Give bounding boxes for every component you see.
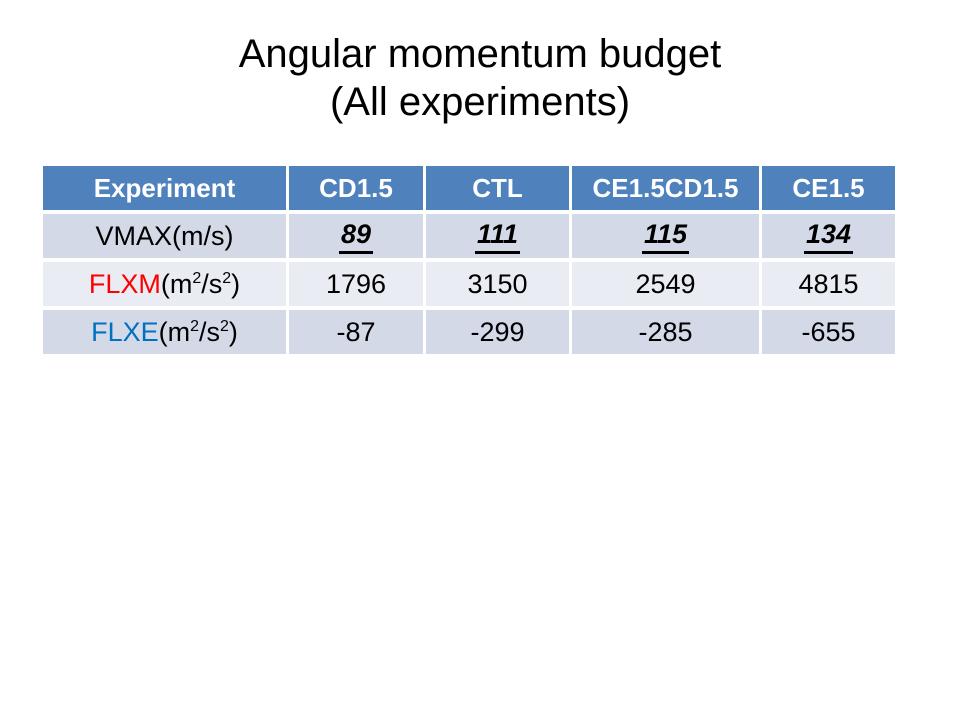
row-label-vmax-units: (m/s) (172, 220, 234, 251)
row-label-flxe-text: FLXE (91, 316, 159, 347)
slide-title: Angular momentum budget (All experiments… (0, 30, 960, 126)
row-label-flxm-units: (m2/s2) (160, 268, 241, 299)
row-label-flxm: FLXM (m2/s2) (43, 262, 286, 306)
cell-flxe-ctl: -299 (426, 310, 569, 354)
cell-flxm-cd15: 1796 (289, 262, 423, 306)
cell-flxe-ce15cd15: -285 (572, 310, 759, 354)
cell-flxm-ctl: 3150 (426, 262, 569, 306)
row-label-flxm-text: FLXM (88, 268, 161, 299)
cell-vmax-ce15cd15: 115 (572, 214, 759, 258)
cell-flxe-cd15: -87 (289, 310, 423, 354)
cell-vmax-cd15: 89 (289, 214, 423, 258)
row-label-flxe-units: (m2/s2) (158, 316, 238, 347)
cell-flxm-ce15: 4815 (762, 262, 895, 306)
title-line-1: Angular momentum budget (238, 32, 722, 76)
cell-vmax-ctl: 111 (426, 214, 569, 258)
row-label-vmax-text: VMAX (95, 220, 173, 251)
row-label-flxe: FLXE (m2/s2) (43, 310, 286, 354)
row-label-vmax: VMAX (m/s) (43, 214, 286, 258)
header-cell-ce15: CE1.5 (762, 166, 895, 210)
header-cell-ce15cd15: CE1.5CD1.5 (572, 166, 759, 210)
cell-vmax-ce15: 134 (762, 214, 895, 258)
title-line-2: (All experiments) (329, 80, 631, 124)
header-cell-ctl: CTL (426, 166, 569, 210)
header-cell-experiment: Experiment (43, 166, 286, 210)
header-cell-cd15: CD1.5 (289, 166, 423, 210)
angular-momentum-table: Experiment CD1.5 CTL CE1.5CD1.5 CE1.5 VM… (43, 166, 895, 354)
cell-flxm-ce15cd15: 2549 (572, 262, 759, 306)
cell-flxe-ce15: -655 (762, 310, 895, 354)
